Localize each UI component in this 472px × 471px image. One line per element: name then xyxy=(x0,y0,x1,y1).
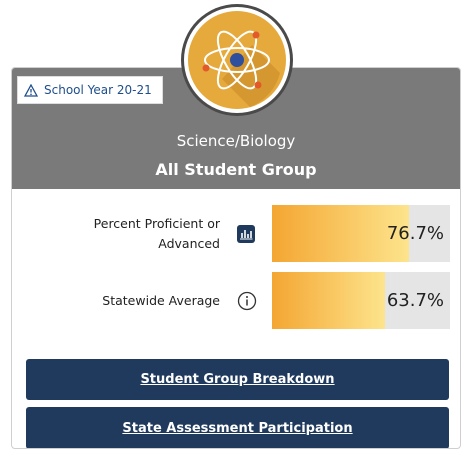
school-year: School Year 20-21 xyxy=(44,83,152,97)
subject-logo xyxy=(180,3,294,117)
bar-track: 63.7% xyxy=(272,272,450,329)
bar-track: 76.7% xyxy=(272,205,450,262)
school-year-badge: School Year 20-21 xyxy=(17,76,163,104)
metric-row: Percent Proficient or Advanced 76.7% xyxy=(12,205,460,262)
value-label: 76.7% xyxy=(387,205,444,262)
value-label: 63.7% xyxy=(387,272,444,329)
metric-row: Statewide Average 63.7% xyxy=(12,272,460,329)
metric-label: Statewide Average xyxy=(60,272,220,329)
student-group: All Student Group xyxy=(12,160,460,179)
metric-label: Percent Proficient or Advanced xyxy=(60,205,220,262)
subject: Science/Biology xyxy=(12,132,460,150)
score-card: School Year 20-21 Science/Biology All St… xyxy=(11,67,461,449)
warning-icon xyxy=(24,84,38,97)
chart-icon[interactable] xyxy=(237,225,255,243)
button[interactable]: State Assessment Participation xyxy=(26,407,449,449)
page: School Year 20-21 Science/Biology All St… xyxy=(0,0,472,471)
bar xyxy=(272,272,385,329)
button[interactable]: Student Group Breakdown xyxy=(26,359,449,400)
info-icon[interactable] xyxy=(237,291,257,311)
